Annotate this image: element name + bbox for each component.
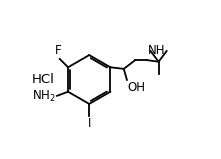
Text: F: F	[55, 44, 62, 57]
Text: OH: OH	[128, 81, 146, 94]
Text: NH: NH	[148, 44, 166, 57]
Text: I: I	[88, 117, 91, 130]
Text: NH$_2$: NH$_2$	[32, 89, 55, 104]
Text: HCl: HCl	[32, 73, 55, 86]
